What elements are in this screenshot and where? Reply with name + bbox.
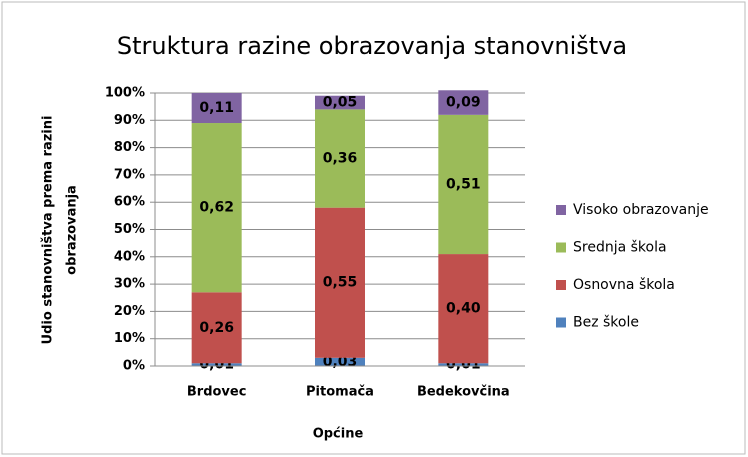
legend-swatch xyxy=(556,205,566,215)
bar-segment xyxy=(315,109,365,208)
y-tick-label: 90% xyxy=(114,113,145,128)
data-label: 0,55 xyxy=(323,275,358,291)
x-tick-label: Brdovec xyxy=(187,385,247,400)
bar-segment xyxy=(191,123,242,293)
bar-segment xyxy=(315,207,365,358)
bar-segment xyxy=(191,93,242,124)
y-tick-label: 0% xyxy=(123,359,145,374)
bar-segment xyxy=(315,357,365,366)
y-tick-label: 50% xyxy=(114,222,145,237)
data-label: 0,05 xyxy=(323,95,358,111)
y-tick-label: 30% xyxy=(114,277,145,292)
legend-label: Srednja škola xyxy=(573,240,667,256)
x-tick-label: Pitomača xyxy=(306,385,374,400)
legend-label: Bez škole xyxy=(573,315,639,331)
y-tick-label: 100% xyxy=(105,86,145,101)
y-axis-title: obrazovanja xyxy=(65,185,80,275)
legend-swatch xyxy=(556,280,566,290)
bar-segment xyxy=(438,254,489,364)
y-tick-label: 80% xyxy=(114,140,145,155)
legend-label: Visoko obrazovanje xyxy=(573,202,709,218)
data-label: 0,26 xyxy=(199,320,234,336)
y-tick-label: 20% xyxy=(114,304,145,319)
legend-swatch xyxy=(556,317,566,328)
legend-label: Osnovna škola xyxy=(573,277,675,293)
chart-title: Struktura razine obrazovanja stanovništv… xyxy=(117,32,627,60)
data-label: 0,62 xyxy=(199,200,234,216)
bar-segment xyxy=(438,90,489,115)
bar-segment xyxy=(438,363,489,366)
data-label: 0,09 xyxy=(446,95,481,111)
data-label: 0,51 xyxy=(446,176,481,192)
y-axis-title: Udio stanovništva prema razini xyxy=(41,116,56,345)
bar-segment xyxy=(191,363,242,366)
bar-segment xyxy=(191,292,242,364)
bar-segment xyxy=(438,114,489,255)
data-label: 0,36 xyxy=(323,151,358,167)
y-tick-label: 40% xyxy=(114,249,145,264)
data-label: 0,40 xyxy=(446,301,481,317)
y-tick-label: 60% xyxy=(114,195,145,210)
y-tick-label: 10% xyxy=(114,331,145,346)
legend-swatch xyxy=(556,242,566,253)
y-tick-label: 70% xyxy=(114,167,145,182)
data-label: 0,11 xyxy=(199,100,234,116)
x-tick-label: Bedekovčina xyxy=(417,385,510,400)
bar-segment xyxy=(315,95,365,110)
x-axis-title: Općine xyxy=(313,427,364,442)
